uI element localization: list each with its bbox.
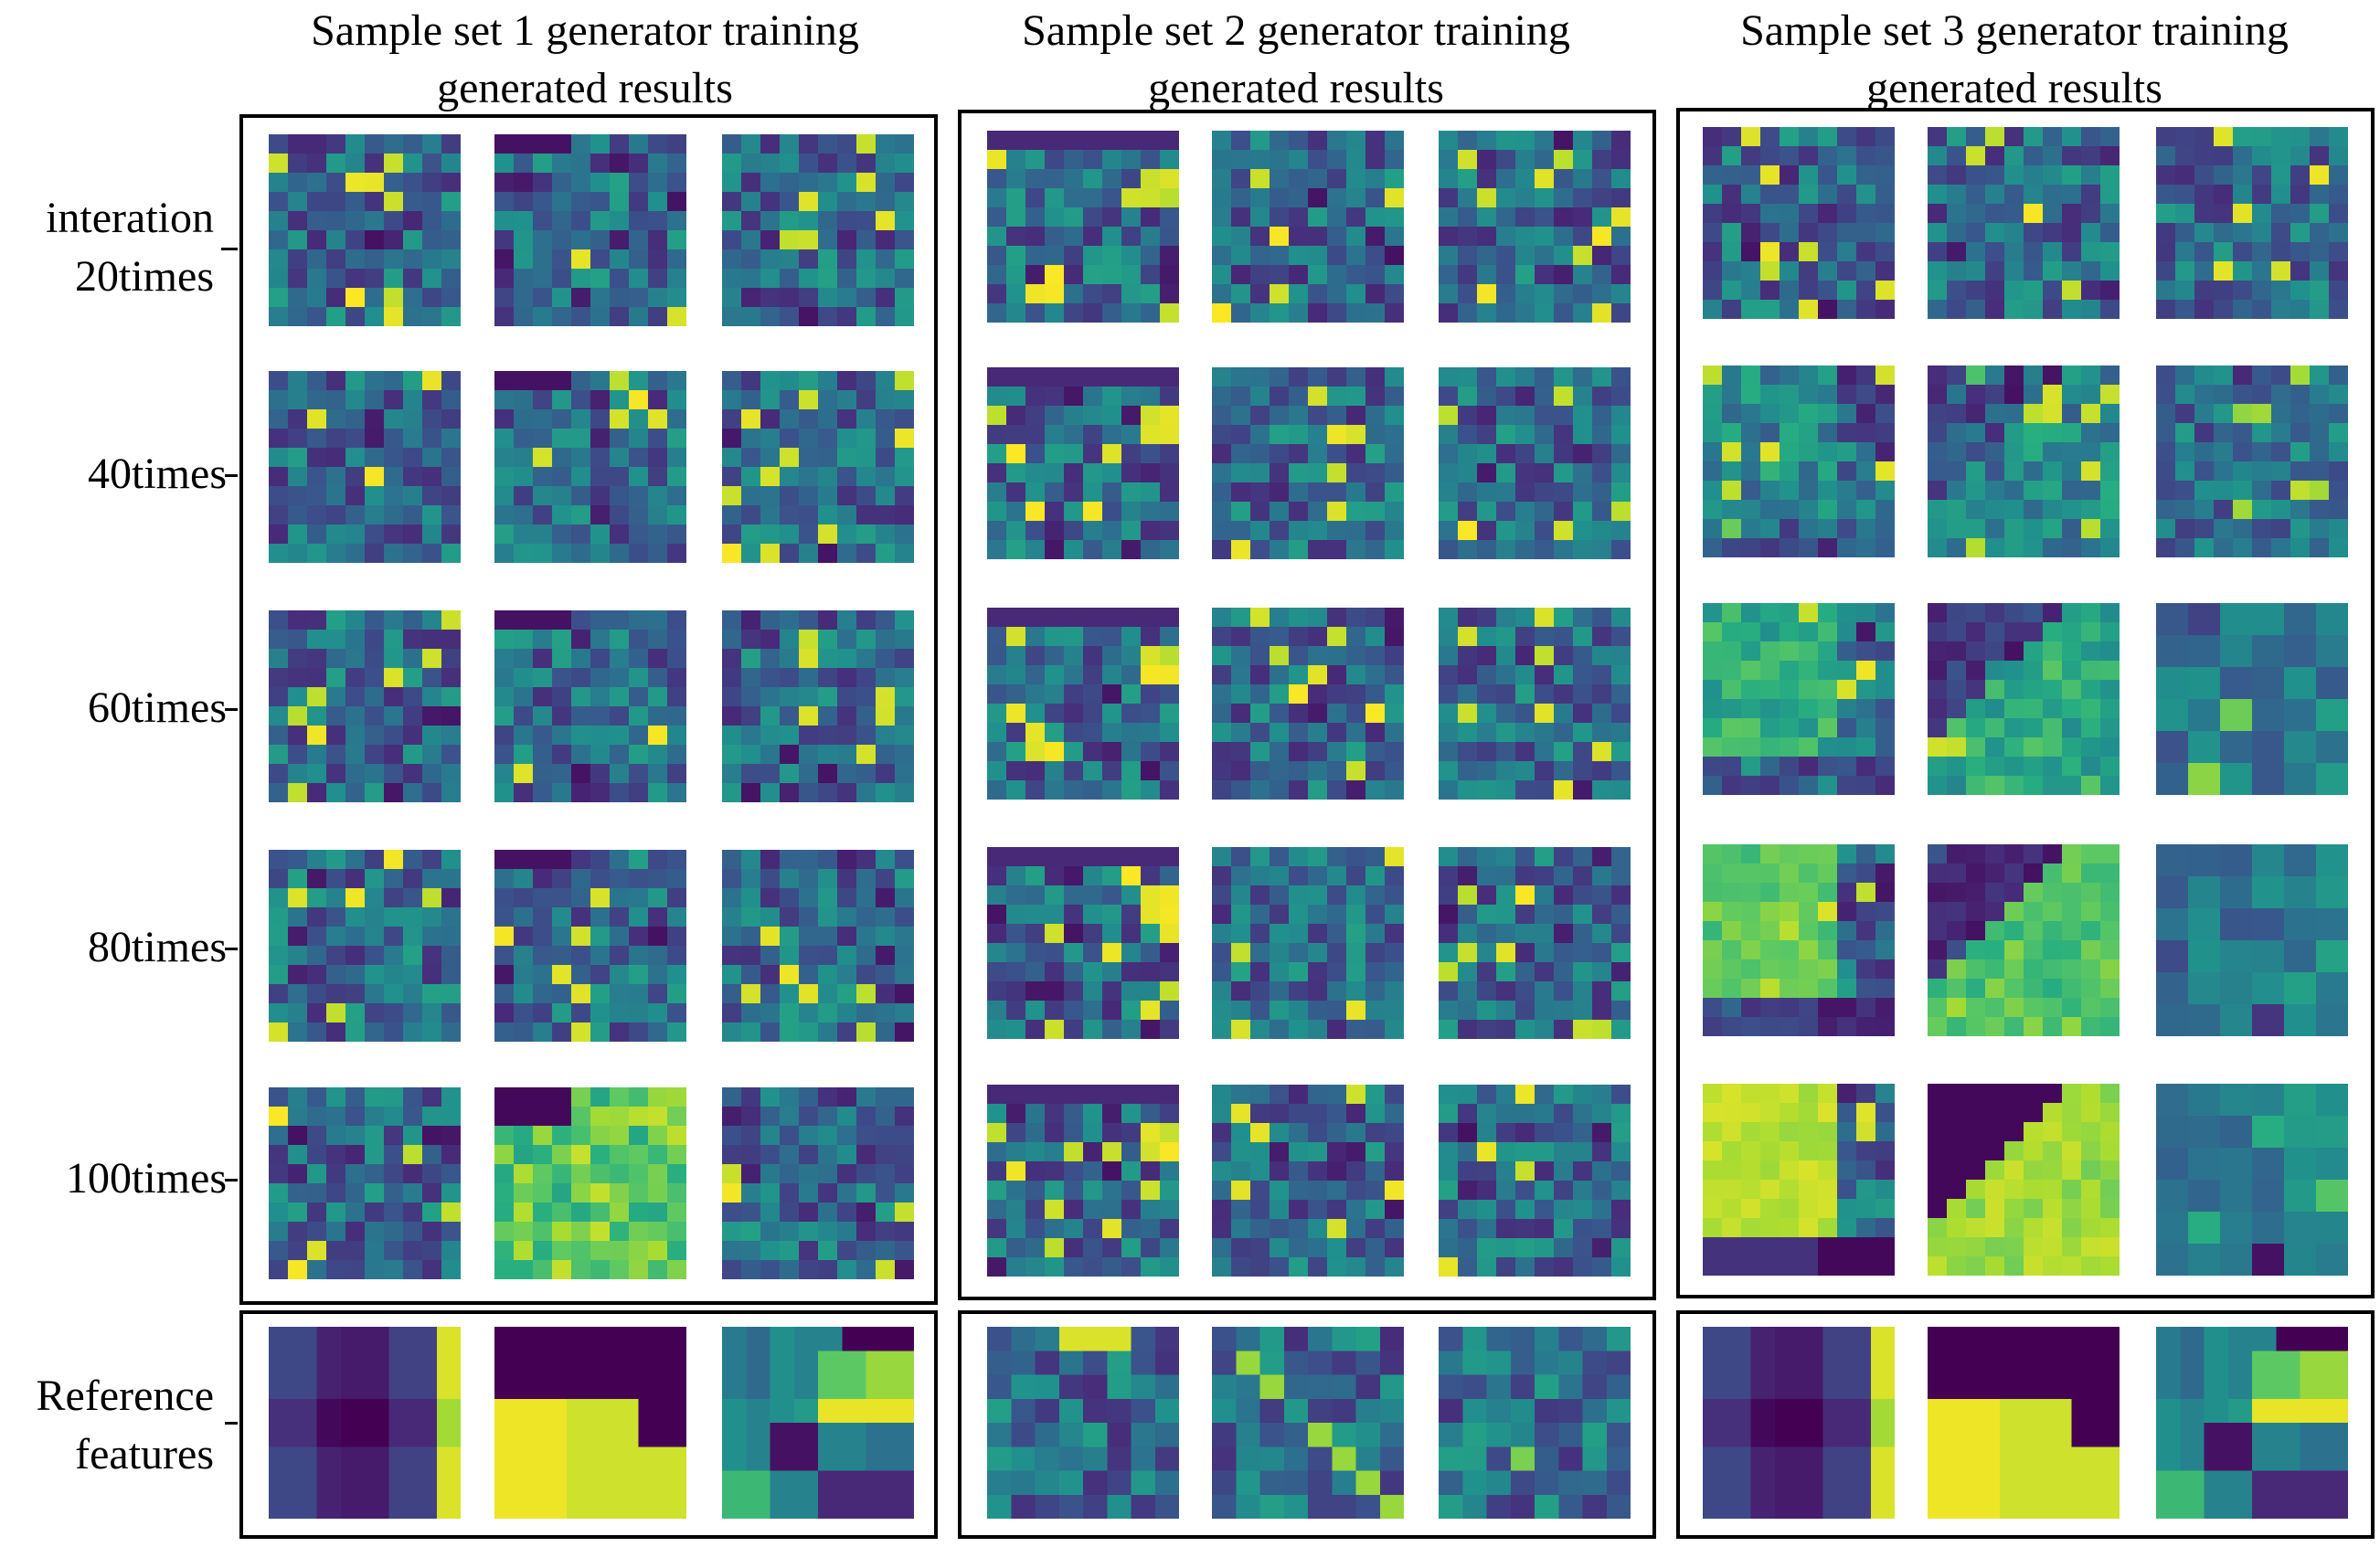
heatmap-tile-set2-row1-col1 (987, 131, 1179, 323)
heatmap-tile-set2-row3-col1 (987, 608, 1179, 800)
reference-tile-set1-col1 (269, 1327, 461, 1519)
heatmap-tile-set2-row4-col3 (1439, 847, 1631, 1039)
row-tick (225, 1179, 238, 1181)
reference-tile-set1-col2 (494, 1327, 686, 1519)
heatmap-tile-set1-row3-col1 (269, 610, 461, 802)
row-label-line1: Reference (36, 1372, 214, 1420)
heatmap-tile-set2-row1-col3 (1439, 131, 1631, 323)
heatmap-tile-set1-row2-col2 (494, 371, 686, 563)
heatmap-tile-set2-row2-col1 (987, 367, 1179, 559)
heatmap-tile-set2-row5-col1 (987, 1085, 1179, 1277)
heatmap-tile-set2-row5-col3 (1439, 1085, 1631, 1277)
row-label-iteration-40: 40times (88, 445, 227, 503)
column-title-set-1: Sample set 1 generator training generate… (256, 2, 914, 117)
reference-tile-set2-col3 (1439, 1327, 1631, 1519)
heatmap-tile-set1-row1-col1 (269, 134, 461, 326)
heatmap-tile-set1-row1-col3 (722, 134, 914, 326)
heatmap-tile-set1-row3-col3 (722, 610, 914, 802)
heatmap-tile-set1-row3-col2 (494, 610, 686, 802)
row-tick (221, 248, 238, 250)
heatmap-tile-set1-row5-col2 (494, 1087, 686, 1279)
reference-tile-set3-col2 (1928, 1327, 2120, 1519)
reference-tile-set2-col1 (987, 1327, 1179, 1519)
row-label-line2: features (75, 1430, 214, 1478)
column-title-set-2: Sample set 2 generator training generate… (967, 2, 1625, 117)
heatmap-tile-set3-row1-col2 (1928, 127, 2120, 319)
row-tick (225, 948, 238, 950)
heatmap-tile-set2-row5-col2 (1212, 1085, 1404, 1277)
heatmap-tile-set3-row3-col3 (2156, 603, 2348, 795)
heatmap-tile-set3-row5-col1 (1703, 1084, 1895, 1276)
column-title-line2: generated results (437, 64, 733, 112)
column-title-line1: Sample set 2 generator training (1022, 6, 1570, 55)
heatmap-tile-set1-row4-col2 (494, 850, 686, 1042)
reference-tile-set3-col3 (2156, 1327, 2348, 1519)
row-label-line1: interation (46, 194, 214, 242)
heatmap-tile-set3-row4-col1 (1703, 844, 1895, 1036)
row-label-iteration-100: 100times (66, 1150, 227, 1208)
heatmap-tile-set3-row2-col1 (1703, 366, 1895, 557)
heatmap-tile-set3-row4-col3 (2156, 844, 2348, 1036)
heatmap-tile-set1-row4-col1 (269, 850, 461, 1042)
column-title-line2: generated results (1148, 64, 1444, 112)
heatmap-tile-set2-row2-col2 (1212, 367, 1404, 559)
heatmap-tile-set1-row5-col1 (269, 1087, 461, 1279)
row-label-iteration-80: 80times (88, 918, 227, 977)
heatmap-tile-set1-row5-col3 (722, 1087, 914, 1279)
heatmap-tile-set2-row3-col2 (1212, 608, 1404, 800)
reference-tile-set3-col1 (1703, 1327, 1895, 1519)
heatmap-tile-set3-row1-col3 (2156, 127, 2348, 319)
row-label-reference: Reference features (36, 1367, 214, 1484)
heatmap-tile-set3-row2-col3 (2156, 366, 2348, 557)
heatmap-tile-set3-row4-col2 (1928, 844, 2120, 1036)
row-tick (225, 474, 238, 477)
reference-tile-set1-col3 (722, 1327, 914, 1519)
heatmap-tile-set3-row1-col1 (1703, 127, 1895, 319)
row-label-line2: 20times (75, 252, 214, 301)
row-label-line1: 40times (88, 450, 227, 498)
column-title-line1: Sample set 3 generator training (1740, 6, 2289, 55)
heatmap-tile-set3-row5-col2 (1928, 1084, 2120, 1276)
column-title-line1: Sample set 1 generator training (311, 6, 859, 55)
heatmap-tile-set2-row1-col2 (1212, 131, 1404, 323)
heatmap-tile-set2-row2-col3 (1439, 367, 1631, 559)
row-label-line1: 60times (88, 683, 227, 732)
heatmap-tile-set3-row3-col2 (1928, 603, 2120, 795)
row-label-iteration-60: 60times (88, 679, 227, 737)
column-title-line2: generated results (1866, 64, 2162, 112)
heatmap-tile-set1-row2-col3 (722, 371, 914, 563)
heatmap-tile-set1-row2-col1 (269, 371, 461, 563)
row-tick (225, 708, 238, 711)
row-tick (225, 1422, 238, 1425)
heatmap-tile-set3-row5-col3 (2156, 1084, 2348, 1276)
heatmap-tile-set1-row1-col2 (494, 134, 686, 326)
heatmap-tile-set3-row2-col2 (1928, 366, 2120, 557)
column-title-set-3: Sample set 3 generator training generate… (1685, 2, 2343, 117)
heatmap-tile-set2-row3-col3 (1439, 608, 1631, 800)
row-label-line1: 80times (88, 923, 227, 971)
row-label-iteration-20: interation 20times (46, 189, 214, 306)
heatmap-tile-set3-row3-col1 (1703, 603, 1895, 795)
heatmap-tile-set2-row4-col1 (987, 847, 1179, 1039)
row-label-line1: 100times (66, 1154, 227, 1203)
reference-tile-set2-col2 (1212, 1327, 1404, 1519)
heatmap-tile-set2-row4-col2 (1212, 847, 1404, 1039)
heatmap-tile-set1-row4-col3 (722, 850, 914, 1042)
